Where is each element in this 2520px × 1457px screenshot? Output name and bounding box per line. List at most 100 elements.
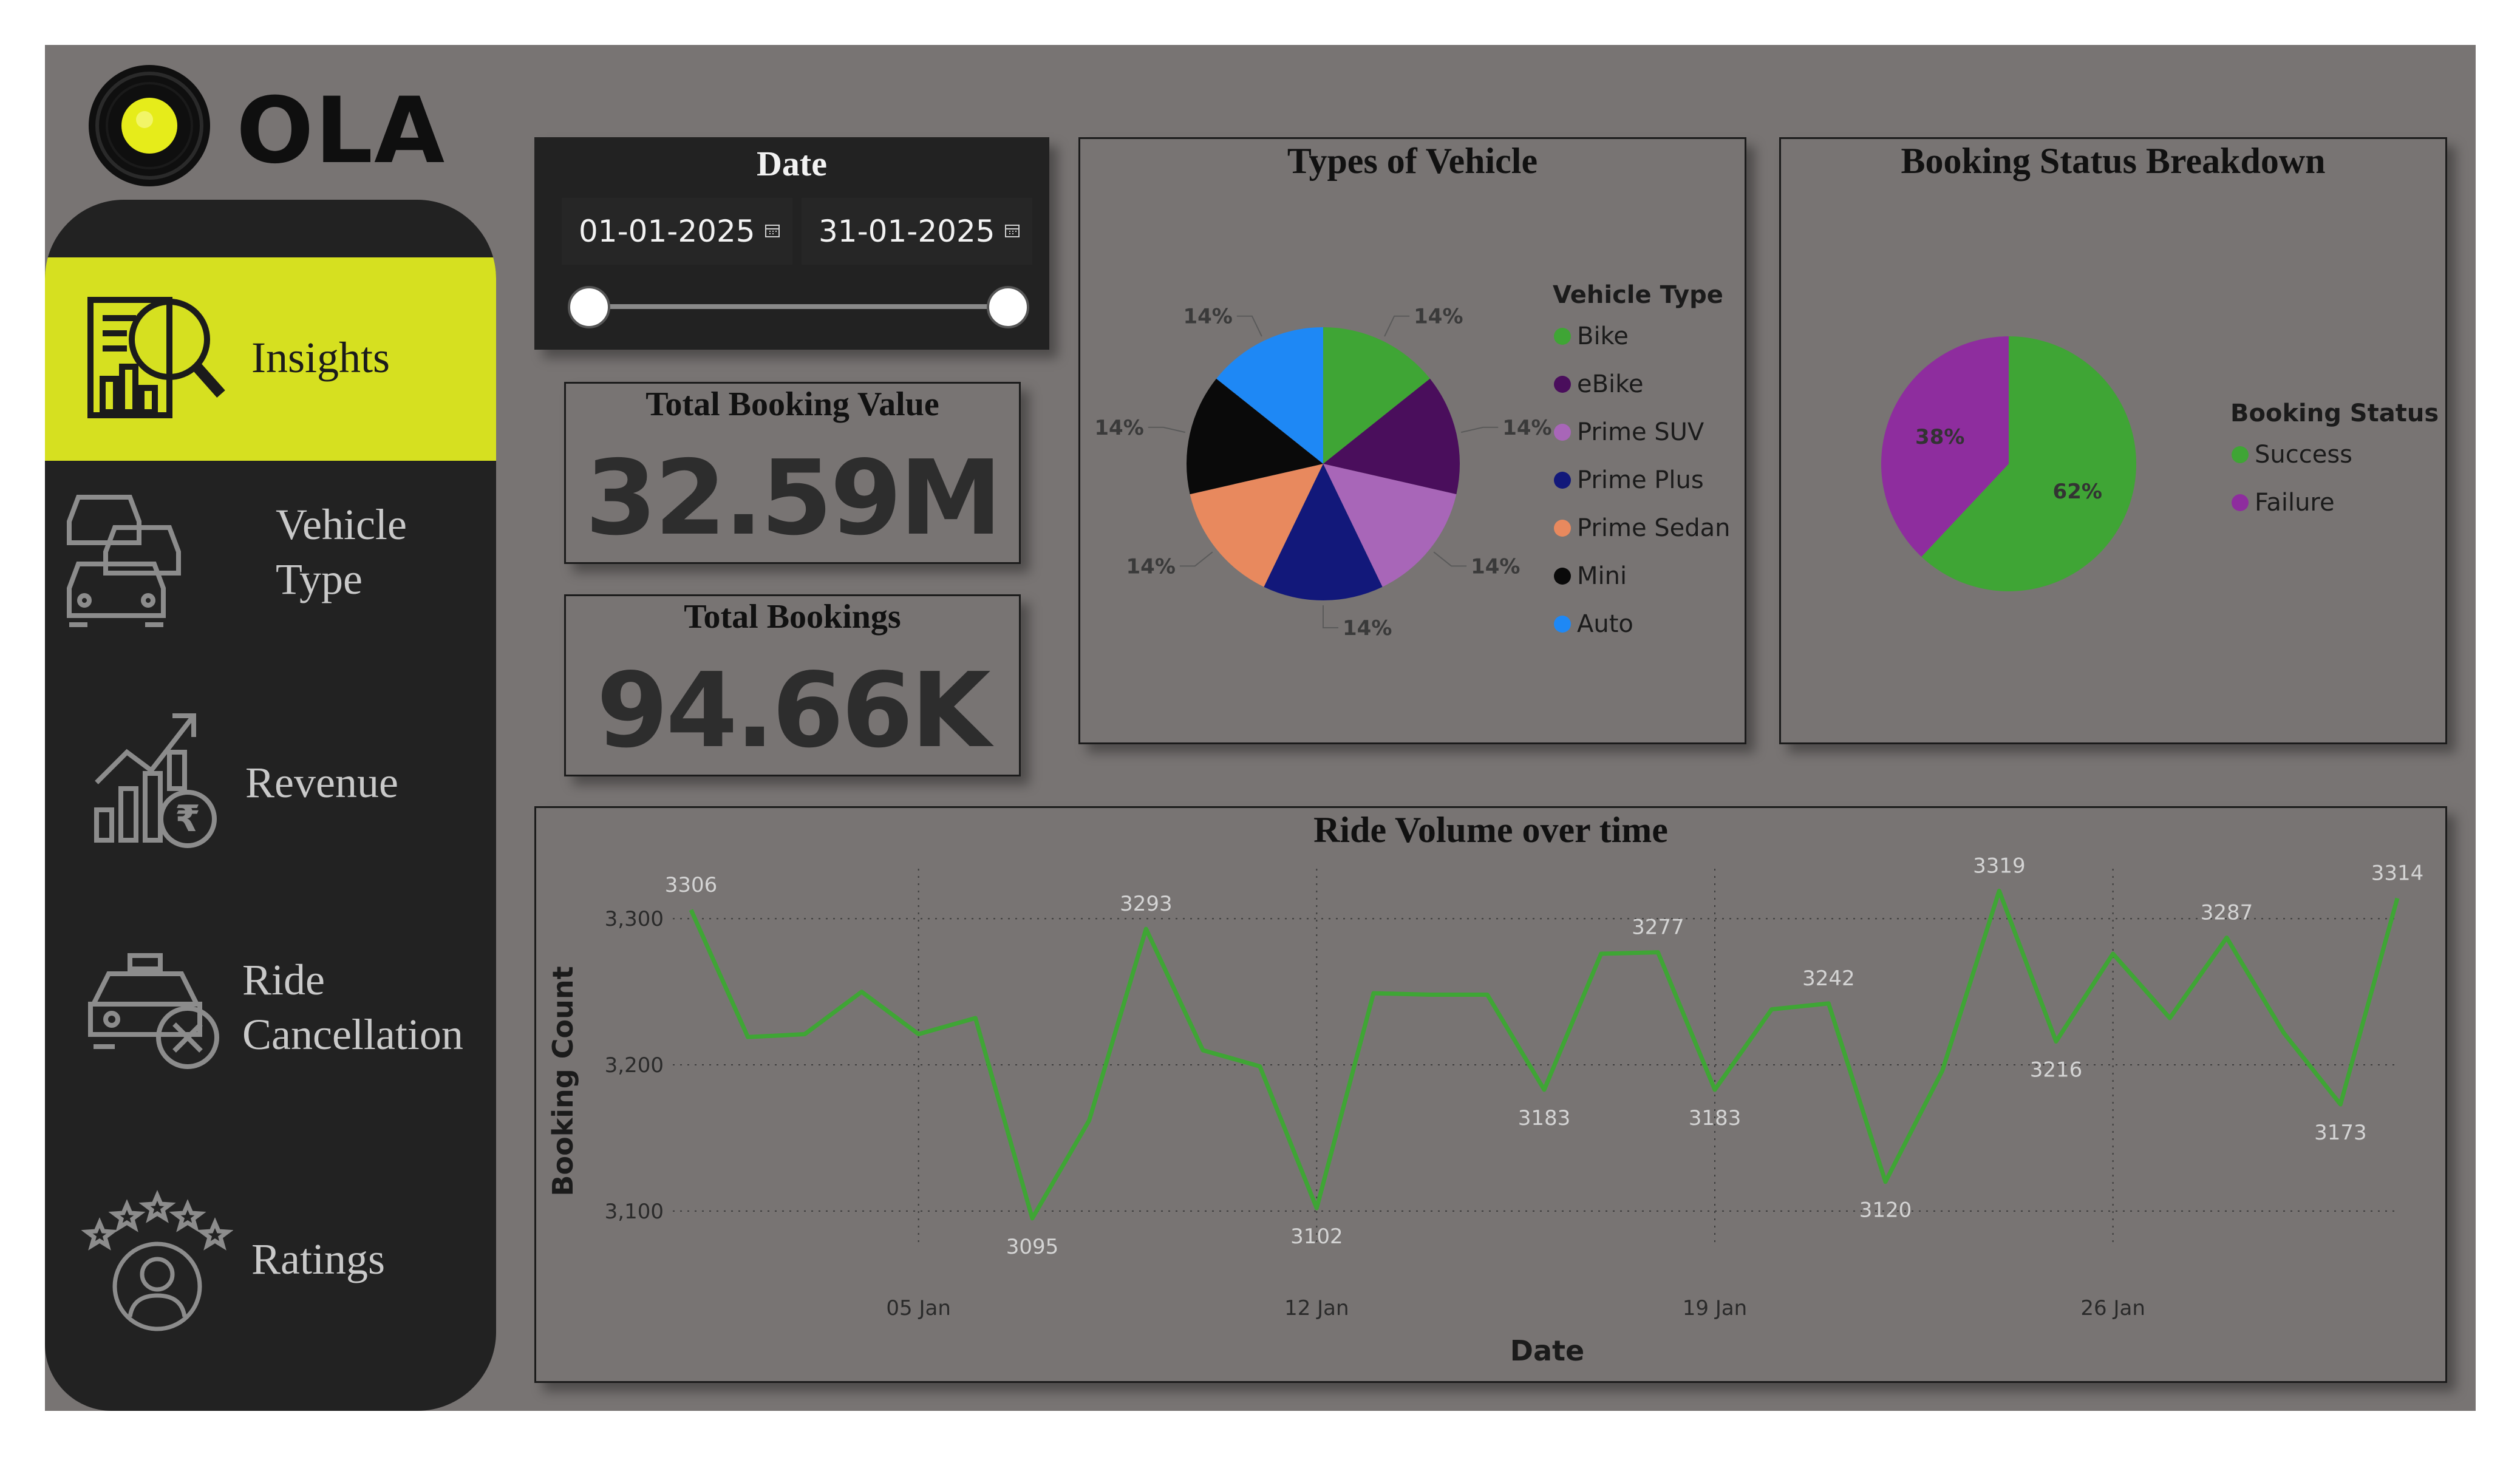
pie-slice-success[interactable]	[1921, 336, 2136, 592]
line-data-label: 3242	[1802, 966, 1855, 991]
line-data-label: 3183	[1689, 1106, 1742, 1130]
sidebar-item-label-line2: Cancellation	[242, 1010, 463, 1059]
calendar-icon[interactable]	[765, 223, 780, 238]
brand-name: OLA	[236, 78, 446, 184]
taxi-cancel-icon	[88, 953, 219, 1069]
pie-leader-line	[1236, 315, 1262, 337]
legend-label[interactable]: Success	[2255, 441, 2352, 469]
vehicle-type-pie-chart[interactable]: 14% 14% 14% 14% 14% 14% 14% Vehicle Type Bike eBi…	[1080, 139, 1745, 742]
legend-marker	[2232, 446, 2249, 463]
legend-label[interactable]: Prime SUV	[1577, 418, 1704, 446]
pie-data-label: 62%	[2053, 480, 2102, 504]
legend-label[interactable]: Mini	[1577, 562, 1627, 590]
legend-marker	[1554, 424, 1571, 441]
kpi-value: 94.66K	[596, 651, 990, 771]
ride-volume-series-line[interactable]	[689, 888, 2400, 1221]
legend-title: Booking Status	[2230, 399, 2439, 427]
legend-marker	[1554, 328, 1571, 345]
ola-logo-icon	[89, 65, 210, 186]
ratings-user-icon	[81, 1190, 233, 1331]
sidebar-item-insights[interactable]: Insights	[45, 257, 496, 461]
pie-slice-prime-plus[interactable]	[1264, 464, 1383, 600]
start-date-value: 01-01-2025	[579, 214, 755, 249]
legend-marker	[1554, 520, 1571, 537]
line-data-label: 3306	[665, 873, 718, 897]
legend-label[interactable]: Auto	[1577, 610, 1633, 638]
sidebar: Insights Vehicle Type	[45, 200, 496, 1411]
pie-slice-prime-suv[interactable]	[1323, 464, 1457, 587]
pie-slice-failure[interactable]	[1881, 336, 2009, 557]
pie-data-label: 14%	[1502, 416, 1551, 440]
booking-status-pie-chart[interactable]: 62% 38% Booking Status Success Failure	[1781, 139, 2445, 742]
sidebar-item-ratings[interactable]: Ratings	[45, 1177, 496, 1335]
pie-leader-line	[1179, 551, 1213, 567]
kpi-total-bookings: Total Bookings 94.66K	[564, 594, 1021, 776]
line-data-label: 3319	[1973, 854, 2026, 878]
legend-marker	[2232, 494, 2249, 511]
date-range-end-handle[interactable]	[987, 286, 1029, 328]
y-axis-title: Booking Count	[547, 966, 579, 1196]
sidebar-item-label: Ratings	[251, 1235, 386, 1283]
line-data-label: 3277	[1632, 915, 1684, 940]
ola-logo: OLA	[81, 60, 506, 194]
vehicle-type-chart-panel: Types of Vehicle 14% 14% 14% 14% 14% 14% 14% Ve…	[1078, 137, 1746, 744]
pie-data-label: 14%	[1183, 305, 1232, 329]
pie-data-label: 14%	[1414, 305, 1463, 329]
revenue-chart-icon: ₹	[94, 713, 217, 848]
pie-leader-line	[1323, 605, 1338, 628]
legend-label[interactable]: eBike	[1577, 370, 1644, 398]
pie-data-label: 14%	[1471, 554, 1520, 579]
x-tick-label: 12 Jan	[1284, 1296, 1349, 1320]
ride-volume-chart-panel: Ride Volume over time 3,100 3,200 3,300 05 …	[534, 806, 2447, 1383]
sidebar-item-revenue[interactable]: ₹ Revenue	[45, 691, 496, 874]
sidebar-item-ride-cancellation[interactable]: Ride Cancellation	[45, 934, 496, 1104]
sidebar-item-label-line1: Ride	[242, 956, 325, 1004]
sidebar-item-vehicle-type[interactable]: Vehicle Type	[45, 467, 496, 643]
pie-slice-auto[interactable]	[1216, 327, 1323, 464]
chart-title: Booking Status Breakdown	[1901, 141, 2326, 181]
x-tick-label: 26 Jan	[2080, 1296, 2145, 1320]
chart-title: Types of Vehicle	[1287, 141, 1538, 181]
legend-marker	[1554, 568, 1571, 585]
kpi-value: 32.59M	[585, 438, 1003, 559]
ride-volume-line-chart[interactable]: 3,100 3,200 3,300 05 Jan 12 Jan 19 Jan 26 Jan 3…	[536, 808, 2445, 1381]
line-data-label: 3102	[1290, 1224, 1343, 1249]
kpi-title: Total Bookings	[684, 598, 901, 636]
pie-slice-prime-sedan[interactable]	[1190, 464, 1323, 587]
x-tick-label: 05 Jan	[886, 1296, 950, 1320]
legend-label[interactable]: Bike	[1577, 322, 1629, 350]
booking-status-chart-panel: Booking Status Breakdown 62% 38% Booking S…	[1779, 137, 2447, 744]
line-data-label: 3183	[1518, 1106, 1571, 1130]
end-date-value: 31-01-2025	[819, 214, 995, 249]
pie-data-label: 38%	[1915, 425, 1964, 449]
end-date-input[interactable]: 31-01-2025	[802, 198, 1032, 265]
date-range-slider-track[interactable]	[589, 304, 1008, 309]
pie-leader-line	[1148, 426, 1186, 433]
line-data-label: 3095	[1006, 1235, 1059, 1259]
pie-data-label: 14%	[1343, 616, 1392, 640]
legend-label[interactable]: Prime Sedan	[1577, 514, 1731, 542]
svg-text:₹: ₹	[175, 798, 200, 840]
y-tick-label: 3,100	[605, 1200, 664, 1224]
sidebar-item-label: Insights	[251, 333, 390, 382]
start-date-input[interactable]: 01-01-2025	[562, 198, 792, 265]
legend-label[interactable]: Prime Plus	[1577, 466, 1704, 494]
pie-slice-bike[interactable]	[1323, 327, 1430, 464]
pie-leader-line	[1460, 426, 1499, 433]
pie-leader-line	[1384, 315, 1410, 337]
y-tick-label: 3,200	[605, 1053, 664, 1078]
kpi-title: Total Booking Value	[645, 385, 939, 423]
legend-label[interactable]: Failure	[2255, 489, 2335, 517]
pie-leader-line	[1433, 551, 1467, 567]
pie-slice-ebike[interactable]	[1323, 378, 1460, 495]
vehicles-icon	[67, 495, 181, 627]
pie-data-label: 14%	[1094, 416, 1143, 440]
date-range-start-handle[interactable]	[568, 286, 610, 328]
sidebar-item-label-line1: Vehicle	[276, 500, 407, 549]
x-axis-title: Date	[1510, 1334, 1584, 1367]
kpi-total-booking-value: Total Booking Value 32.59M	[564, 382, 1021, 564]
pie-slice-mini[interactable]	[1187, 378, 1323, 495]
chart-title: Ride Volume over time	[1313, 810, 1668, 850]
line-data-label: 3293	[1120, 892, 1173, 916]
calendar-icon[interactable]	[1004, 223, 1020, 238]
